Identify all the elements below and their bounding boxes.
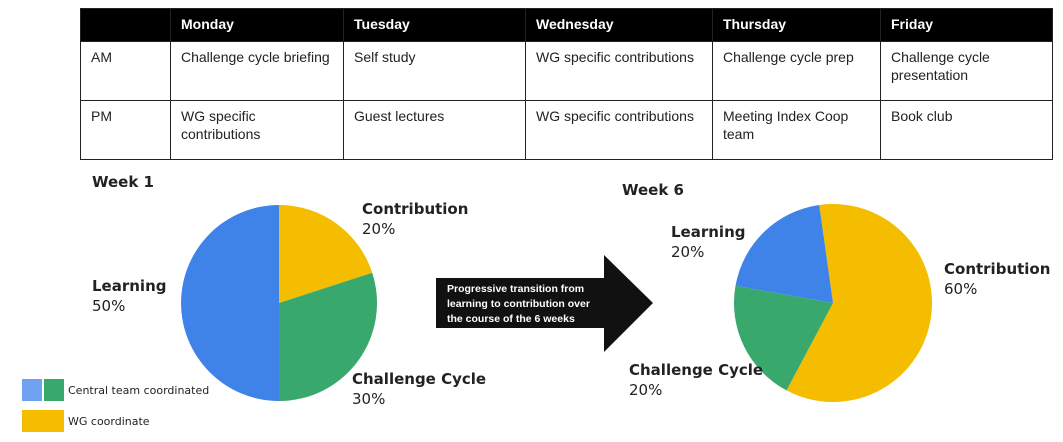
chart-title: Week 6 — [622, 181, 684, 199]
slice-label: Challenge Cycle — [352, 370, 486, 388]
slice-value-label: 20% — [362, 220, 395, 238]
slice-value-label: 20% — [671, 243, 704, 261]
legend-swatch — [44, 379, 64, 401]
table-cell: WG specific contributions — [525, 100, 713, 160]
pie-slice — [786, 204, 933, 402]
legend-label: WG coordinate — [68, 415, 150, 428]
pie-slice — [735, 204, 833, 303]
arrow — [436, 255, 653, 352]
slice-value-label: 60% — [944, 280, 977, 298]
slice-label: Challenge Cycle — [629, 361, 763, 379]
table-cell: Self study — [343, 41, 526, 101]
slice-value-label: 50% — [92, 297, 125, 315]
pie-slice — [279, 205, 373, 303]
header-row: Monday Tuesday Wednesday Thursday Friday — [80, 8, 1053, 42]
column-header: Tuesday — [343, 8, 526, 42]
slice-label: Contribution — [362, 200, 468, 218]
table-cell: Challenge cycle prep — [712, 41, 881, 101]
legend-swatch — [22, 379, 42, 401]
table-cell: Book club — [880, 100, 1053, 160]
slice-value-label: 30% — [352, 390, 385, 408]
column-header: Friday — [880, 8, 1053, 42]
slice-label: Learning — [671, 223, 746, 241]
table-cell: WG specific contributions — [170, 100, 344, 160]
annotation: Progressive transition from learning to … — [447, 283, 590, 325]
table-cell: Challenge cycle briefing — [170, 41, 344, 101]
pie-slice — [279, 272, 378, 401]
table-cell: Guest lectures — [343, 100, 526, 160]
row-label: AM — [80, 41, 171, 101]
pie-slice — [181, 205, 279, 401]
chart-title: Week 1 — [92, 173, 154, 191]
schedule-table: Monday Tuesday Wednesday Thursday Friday AM C… — [80, 8, 1053, 160]
slice-label: Learning — [92, 277, 167, 295]
table-row: AM Challenge cycle briefing Self study WG s… — [80, 41, 1053, 101]
row-label: PM — [80, 100, 171, 160]
legend-swatch — [22, 410, 64, 432]
table-cell: Challenge cycle presentation — [880, 41, 1053, 101]
table-cell: Meeting Index Coop team — [712, 100, 881, 160]
pie-slice — [734, 285, 833, 391]
corner-cell — [80, 8, 171, 42]
column-header: Wednesday — [525, 8, 713, 42]
slice-value-label: 20% — [629, 381, 662, 399]
legend-label: Central team coordinated — [68, 384, 209, 397]
table-body: AM Challenge cycle briefing Self study WG s… — [80, 41, 1053, 160]
slice-label: Contribution — [944, 260, 1050, 278]
table-row: PM WG specific contributions Guest lecture… — [80, 100, 1053, 160]
